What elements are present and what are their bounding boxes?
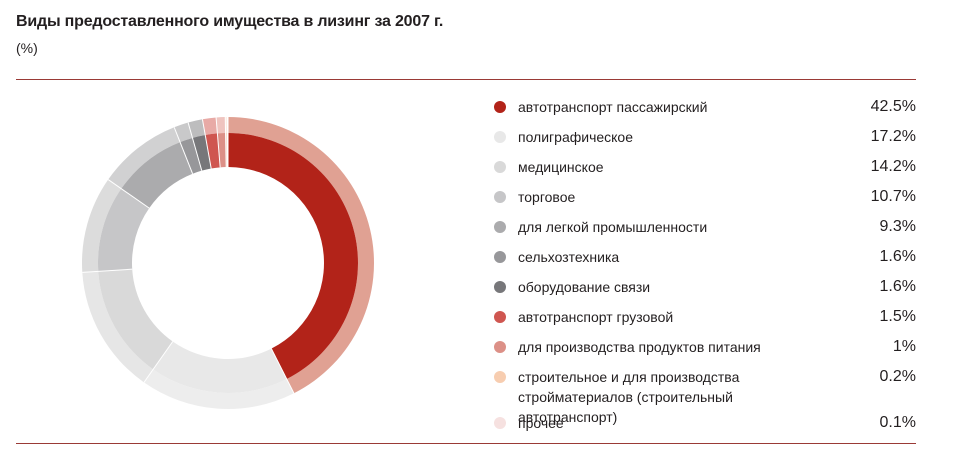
legend-label: медицинское [518, 159, 604, 175]
pie-slice-inner-band [98, 188, 150, 272]
legend-swatch [494, 251, 506, 263]
pie-slice-outer-band [202, 117, 218, 136]
legend-item: для производства продуктов питания 1% [494, 336, 916, 366]
legend-label: строительное и для производства строймат… [518, 369, 740, 425]
pie-slice-inner-band [121, 142, 193, 209]
pie-slice-outer-band [216, 117, 226, 134]
slice-separator [107, 179, 150, 209]
legend-value: 9.3% [879, 218, 916, 235]
pie-slice-inner-band [205, 133, 221, 169]
pie-slice-outer-band [174, 122, 193, 143]
pie-slice [82, 179, 150, 273]
legend-swatch [494, 101, 506, 113]
slice-separator [187, 122, 203, 171]
pie-slice [143, 341, 294, 409]
legend-item: медицинское 14.2% [494, 156, 916, 186]
legend-value: 0.1% [879, 414, 916, 431]
legend-value: 14.2% [870, 158, 916, 175]
pie-slice [82, 269, 173, 383]
legend-swatch [494, 281, 506, 293]
legend-label: полиграфическое [518, 129, 634, 145]
legend-label: сельхозтехника [518, 249, 620, 265]
pie-slice-outer-band [82, 271, 154, 383]
legend-label: оборудование связи [518, 279, 651, 295]
legend-label: торговое [518, 189, 576, 205]
pie-slice-inner-band [98, 269, 173, 370]
legend-swatch [494, 131, 506, 143]
legend-value: 1% [892, 338, 916, 355]
slice-separator [224, 117, 227, 168]
donut-chart [82, 116, 374, 409]
legend-value: 0.2% [879, 368, 916, 385]
legend-item: для легкой промышленности 9.3% [494, 216, 916, 246]
legend-value: 1.6% [879, 248, 916, 265]
legend-swatch [494, 191, 506, 203]
top-divider [16, 79, 916, 80]
slice-separator [270, 348, 295, 394]
legend-item: прочее 0.1% [494, 412, 916, 442]
legend-swatch [494, 371, 506, 383]
legend-swatch [494, 417, 506, 429]
pie-slice-outer-band [82, 179, 122, 273]
pie-slice [108, 127, 193, 209]
pie-slice-inner-band [228, 133, 358, 379]
legend-item: строительное и для производства строймат… [494, 366, 916, 425]
slice-separator [143, 341, 174, 383]
legend-item: сельхозтехника 1.6% [494, 246, 916, 276]
pie-slice [174, 122, 202, 174]
legend-item: полиграфическое 17.2% [494, 126, 916, 156]
legend-item: автотранспорт пассажирский 42.5% [494, 96, 916, 126]
legend-value: 1.6% [879, 278, 916, 295]
pie-slice-outer-band [188, 119, 206, 138]
legend-label: для производства продуктов питания [518, 339, 761, 355]
pie-slice-outer-band [228, 117, 374, 394]
legend-label: прочее [518, 415, 564, 431]
legend-swatch [494, 341, 506, 353]
pie-slice-inner-band [180, 137, 202, 174]
slice-separator [173, 127, 194, 174]
pie-slice-inner-band [153, 341, 287, 393]
chart-unit: (%) [16, 40, 38, 56]
legend-value: 17.2% [870, 128, 916, 145]
legend-label: для легкой промышленности [518, 219, 708, 235]
slice-separator [201, 119, 212, 169]
legend-label: автотранспорт пассажирский [518, 99, 708, 115]
bottom-divider [16, 443, 916, 444]
chart-title: Виды предоставленного имущества в лизинг… [16, 13, 444, 30]
legend-value: 10.7% [870, 188, 916, 205]
pie-slice [228, 117, 374, 394]
legend-swatch [494, 221, 506, 233]
pie-slice-outer-band [108, 127, 181, 189]
pie-slice-outer-band [143, 369, 294, 409]
legend-swatch [494, 161, 506, 173]
legend-item: торговое 10.7% [494, 186, 916, 216]
legend-item: автотранспорт грузовой 1.5% [494, 306, 916, 336]
legend-value: 42.5% [870, 98, 916, 115]
legend-label: автотранспорт грузовой [518, 309, 674, 325]
slice-separator [82, 268, 133, 273]
slice-separator [215, 117, 221, 168]
legend-swatch [494, 311, 506, 323]
legend-value: 1.5% [879, 308, 916, 325]
legend-item: оборудование связи 1.6% [494, 276, 916, 306]
pie-slice [202, 117, 221, 169]
